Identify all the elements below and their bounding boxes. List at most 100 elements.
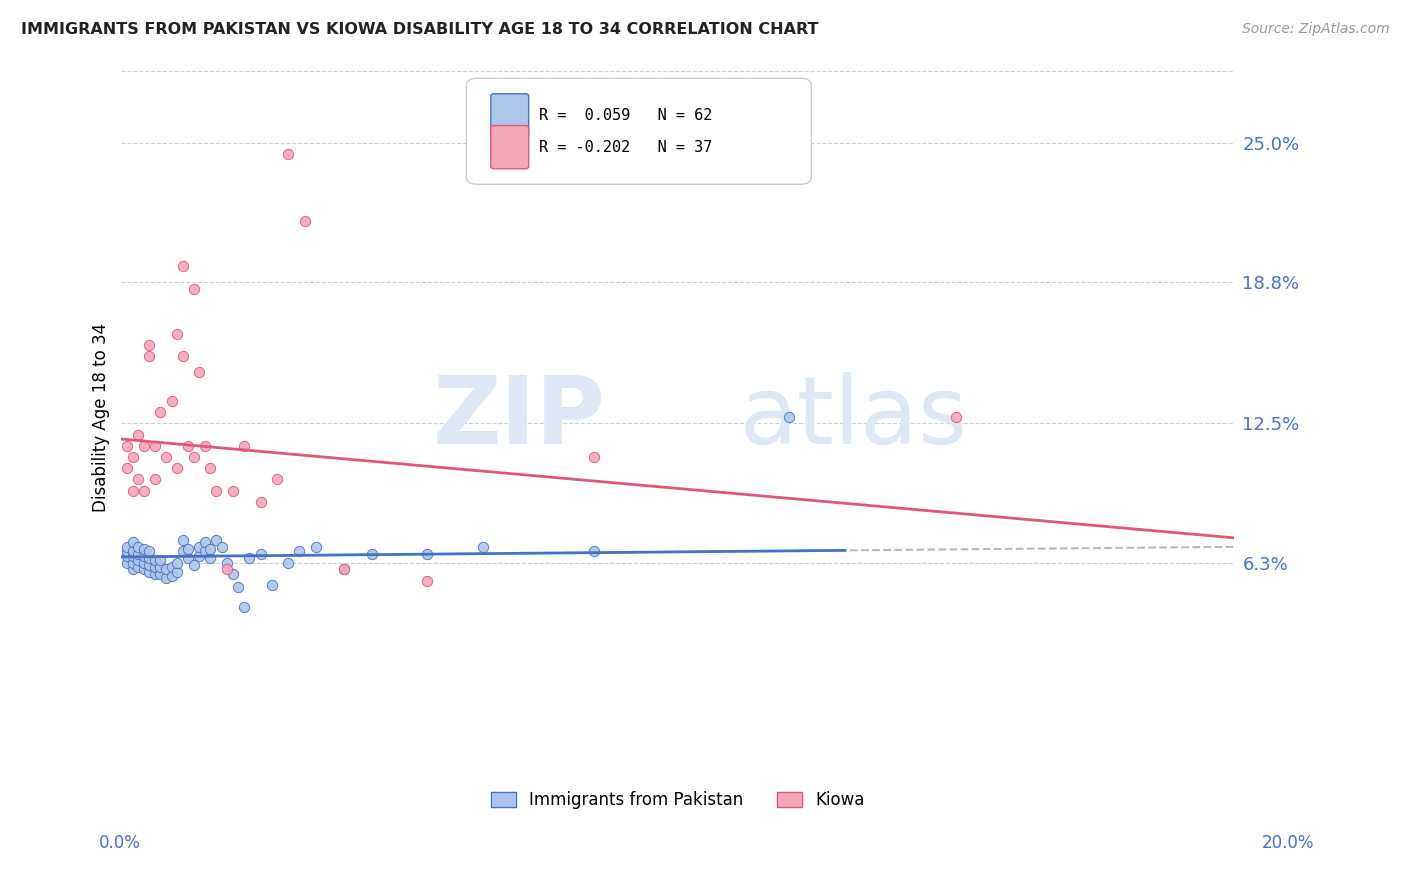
FancyBboxPatch shape: [467, 78, 811, 185]
Point: [115, 549, 138, 563]
Point: [121, 556, 143, 570]
Point: [138, 544, 160, 558]
Point: [127, 540, 149, 554]
Point: [160, 393, 183, 408]
Point: [121, 450, 143, 464]
Point: [172, 259, 194, 273]
Point: [266, 473, 288, 487]
Point: [249, 547, 271, 561]
Point: [166, 461, 188, 475]
Point: [211, 540, 233, 554]
Text: atlas: atlas: [740, 372, 967, 464]
Point: [166, 556, 188, 570]
Point: [143, 439, 166, 453]
Point: [232, 600, 254, 615]
Point: [132, 542, 155, 557]
Text: ZIP: ZIP: [433, 372, 606, 464]
Point: [143, 560, 166, 574]
Point: [115, 439, 138, 453]
Point: [149, 560, 172, 574]
Point: [188, 365, 211, 379]
Point: [166, 326, 188, 341]
Point: [115, 544, 138, 558]
Point: [194, 439, 217, 453]
Point: [177, 551, 200, 566]
Point: [121, 549, 143, 563]
Point: [200, 461, 222, 475]
Point: [288, 544, 311, 558]
Point: [778, 409, 800, 424]
Point: [205, 483, 228, 498]
Point: [127, 427, 149, 442]
Point: [115, 540, 138, 554]
Point: [226, 580, 249, 594]
Point: [188, 540, 211, 554]
Point: [188, 549, 211, 563]
Point: [155, 450, 177, 464]
Point: [138, 337, 160, 351]
Point: [155, 571, 177, 585]
Point: [416, 574, 439, 588]
Point: [115, 461, 138, 475]
Point: [127, 553, 149, 567]
Y-axis label: Disability Age 18 to 34: Disability Age 18 to 34: [93, 323, 110, 512]
Point: [172, 544, 194, 558]
Point: [217, 562, 239, 576]
Point: [183, 282, 205, 296]
Point: [132, 556, 155, 570]
Point: [115, 556, 138, 570]
Point: [127, 473, 149, 487]
Legend: Immigrants from Pakistan, Kiowa: Immigrants from Pakistan, Kiowa: [484, 785, 872, 816]
Point: [232, 439, 254, 453]
Point: [121, 562, 143, 576]
Point: [416, 547, 439, 561]
Point: [143, 473, 166, 487]
Point: [277, 556, 299, 570]
Point: [121, 535, 143, 549]
Text: R =  0.059   N = 62: R = 0.059 N = 62: [538, 108, 711, 123]
Text: 0.0%: 0.0%: [98, 834, 141, 852]
Point: [194, 535, 217, 549]
FancyBboxPatch shape: [491, 126, 529, 169]
Text: 20.0%: 20.0%: [1263, 834, 1315, 852]
Point: [160, 560, 183, 574]
Point: [277, 147, 299, 161]
Point: [333, 562, 356, 576]
Point: [177, 542, 200, 557]
Point: [294, 214, 316, 228]
Point: [132, 549, 155, 563]
Point: [472, 540, 495, 554]
Point: [260, 578, 283, 592]
Point: [138, 551, 160, 566]
Point: [177, 439, 200, 453]
Point: [138, 349, 160, 363]
Point: [149, 566, 172, 581]
Point: [583, 450, 606, 464]
Point: [143, 566, 166, 581]
Point: [583, 544, 606, 558]
Point: [205, 533, 228, 547]
Point: [132, 439, 155, 453]
Point: [238, 551, 260, 566]
Text: Source: ZipAtlas.com: Source: ZipAtlas.com: [1241, 22, 1389, 37]
Point: [172, 349, 194, 363]
Point: [143, 553, 166, 567]
Point: [222, 566, 245, 581]
Point: [138, 558, 160, 572]
Point: [183, 450, 205, 464]
Point: [166, 565, 188, 579]
Point: [945, 409, 967, 424]
Point: [132, 562, 155, 576]
Point: [183, 558, 205, 572]
Point: [249, 495, 271, 509]
Point: [121, 483, 143, 498]
Point: [222, 483, 245, 498]
Point: [160, 569, 183, 583]
Point: [155, 562, 177, 576]
Point: [149, 405, 172, 419]
Point: [200, 542, 222, 557]
Point: [127, 547, 149, 561]
Point: [333, 562, 356, 576]
Point: [360, 547, 382, 561]
Point: [217, 556, 239, 570]
